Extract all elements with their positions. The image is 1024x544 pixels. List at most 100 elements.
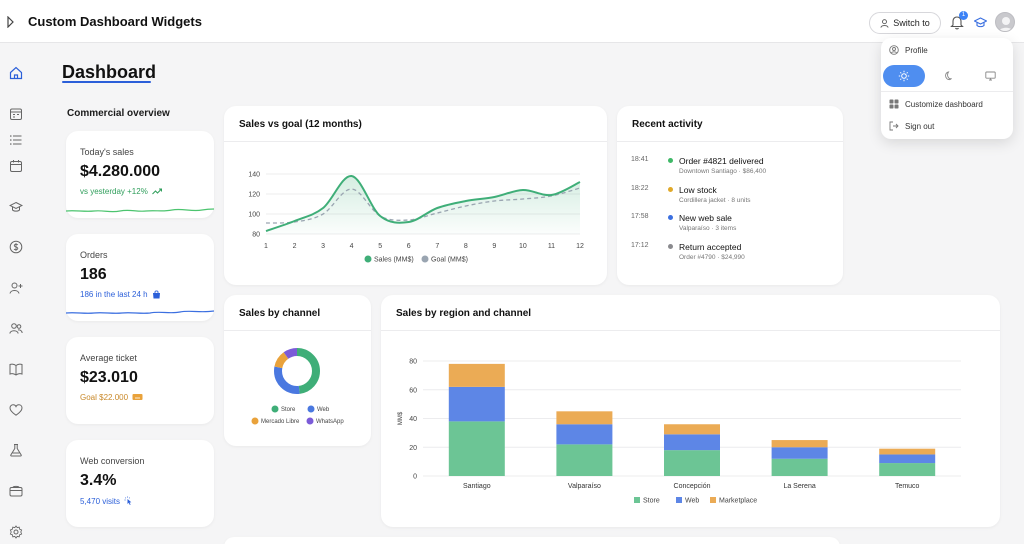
legend-label: Web	[317, 407, 330, 413]
donut-slice	[274, 348, 320, 394]
x-tick-label: Concepción	[674, 483, 711, 490]
card-divider	[224, 141, 607, 142]
theme-light-option[interactable]	[883, 65, 925, 87]
activity-subtitle: Downtown Santiago · $86,400	[679, 168, 767, 175]
activity-status-dot	[668, 215, 673, 220]
section-label: Commercial overview	[67, 108, 170, 119]
legend-swatch	[271, 405, 279, 413]
sidebar-toggle-icon[interactable]	[7, 16, 15, 28]
x-tick-label: 10	[519, 243, 527, 250]
add-user-icon[interactable]	[9, 281, 23, 295]
menu-item-profile[interactable]: Profile	[889, 43, 928, 57]
y-tick-label: 80	[252, 232, 260, 239]
settings-gear-icon[interactable]	[9, 525, 23, 539]
legend-label: Web	[685, 498, 699, 505]
kpi-card-today-sales[interactable]: Today's sales $4.280.000 vs yesterday +1…	[66, 131, 214, 218]
card-divider	[617, 141, 843, 142]
activity-time: 18:22	[631, 185, 649, 192]
legend-swatch	[710, 497, 716, 503]
bar-segment	[556, 444, 613, 476]
kpi-value: $23.010	[80, 369, 138, 386]
menu-divider	[881, 91, 1013, 92]
menu-item-customize[interactable]: Customize dashboard	[889, 97, 983, 111]
kpi-sub-text: 5,470 visits	[80, 496, 121, 506]
theme-system-option[interactable]	[969, 65, 1011, 87]
kpi-card-orders[interactable]: Orders 186 186 in the last 24 h	[66, 234, 214, 321]
y-tick-label: 40	[409, 416, 417, 423]
heart-icon[interactable]	[9, 403, 23, 417]
bar-segment	[448, 421, 505, 476]
bar-segment	[448, 386, 505, 422]
home-icon[interactable]	[9, 66, 23, 80]
menu-item-label: Sign out	[905, 121, 935, 131]
activity-status-dot	[668, 244, 673, 249]
legend-swatch	[364, 255, 372, 263]
calendar-icon[interactable]	[9, 159, 23, 173]
y-tick-label: 0	[413, 474, 417, 481]
theme-dark-option[interactable]	[926, 65, 968, 87]
x-tick-label: 5	[378, 243, 382, 250]
y-tick-label: 20	[409, 445, 417, 452]
card-divider	[224, 330, 371, 331]
sign-out-icon	[889, 121, 899, 131]
y-tick-label: 120	[248, 192, 260, 199]
sales-vs-goal-card: Sales vs goal (12 months) 80 100 120 140 1 2 3…	[224, 106, 607, 285]
activity-time: 17:12	[631, 242, 649, 249]
legend-swatch	[634, 497, 640, 503]
notifications-bell-icon[interactable]	[950, 14, 964, 30]
activity-item[interactable]: 17:12 Return accepted Order #4790 · $24,…	[631, 242, 841, 268]
activity-item[interactable]: 18:22 Low stock Cordillera jacket · 8 un…	[631, 185, 841, 211]
y-tick-label: 60	[409, 387, 417, 394]
calendar-report-icon[interactable]	[9, 107, 23, 121]
kpi-sub: vs yesterday +12%	[80, 187, 162, 196]
menu-item-label: Profile	[905, 45, 928, 55]
switch-to-button[interactable]: Switch to	[869, 12, 941, 34]
kpi-card-web-conversion[interactable]: Web conversion 3.4% 5,470 visits	[66, 440, 214, 527]
activity-item[interactable]: 18:41 Order #4821 delivered Downtown San…	[631, 156, 841, 182]
list-icon[interactable]	[9, 133, 23, 147]
sales-series-line	[265, 175, 581, 232]
x-tick-label: 9	[492, 243, 496, 250]
x-tick-label: Valparaíso	[568, 483, 601, 490]
moon-icon	[945, 71, 952, 81]
bottom-card	[224, 537, 840, 544]
activity-time: 17:58	[631, 213, 649, 220]
activity-time: 18:41	[631, 156, 649, 163]
bar-segment	[664, 450, 720, 476]
sparkline-sales	[66, 208, 214, 213]
bar-segment	[879, 448, 936, 455]
kpi-sub: Goal $22.000	[80, 393, 143, 402]
activity-item[interactable]: 17:58 New web sale Valparaíso · 3 items	[631, 213, 841, 239]
sales-area	[266, 175, 580, 234]
kpi-sub-text: Goal $22.000	[80, 393, 129, 402]
legend-label: Marketplace	[719, 498, 757, 505]
kpi-card-average-ticket[interactable]: Average ticket $23.010 Goal $22.000	[66, 337, 214, 424]
activity-status-dot	[668, 187, 673, 192]
donut-slice	[274, 348, 320, 394]
menu-item-sign-out[interactable]: Sign out	[889, 119, 934, 133]
user-menu: Profile Customize dashboard Sign out	[881, 38, 1013, 139]
sales-by-region-chart: 0 20 40 60 80 MM$ Santiago Valparaíso Concepción…	[398, 359, 961, 505]
users-icon[interactable]	[9, 321, 23, 335]
legend-label: Mercado Libre	[261, 419, 300, 425]
activity-subtitle: Order #4790 · $24,990	[679, 254, 745, 261]
activity-subtitle: Valparaíso · 3 items	[679, 225, 737, 232]
legend-label: Store	[281, 407, 296, 413]
kpi-label: Web conversion	[80, 456, 145, 466]
legend-swatch	[306, 417, 314, 425]
graduation-cap-icon[interactable]	[9, 200, 23, 214]
user-avatar[interactable]	[995, 12, 1015, 32]
trend-up-icon	[151, 188, 162, 195]
kpi-sub-text: 186 in the last 24 h	[80, 290, 148, 299]
avatar-silhouette-icon	[998, 17, 1014, 31]
legend-swatch	[307, 405, 315, 413]
dollar-icon[interactable]	[9, 240, 23, 254]
bar-segment	[664, 434, 720, 451]
x-tick-label: 12	[576, 243, 584, 250]
graduation-cap-icon[interactable]	[974, 17, 987, 28]
shopping-bag-icon	[152, 290, 160, 299]
flask-icon[interactable]	[9, 443, 23, 457]
book-icon[interactable]	[9, 362, 23, 376]
wallet-icon[interactable]	[9, 484, 23, 498]
